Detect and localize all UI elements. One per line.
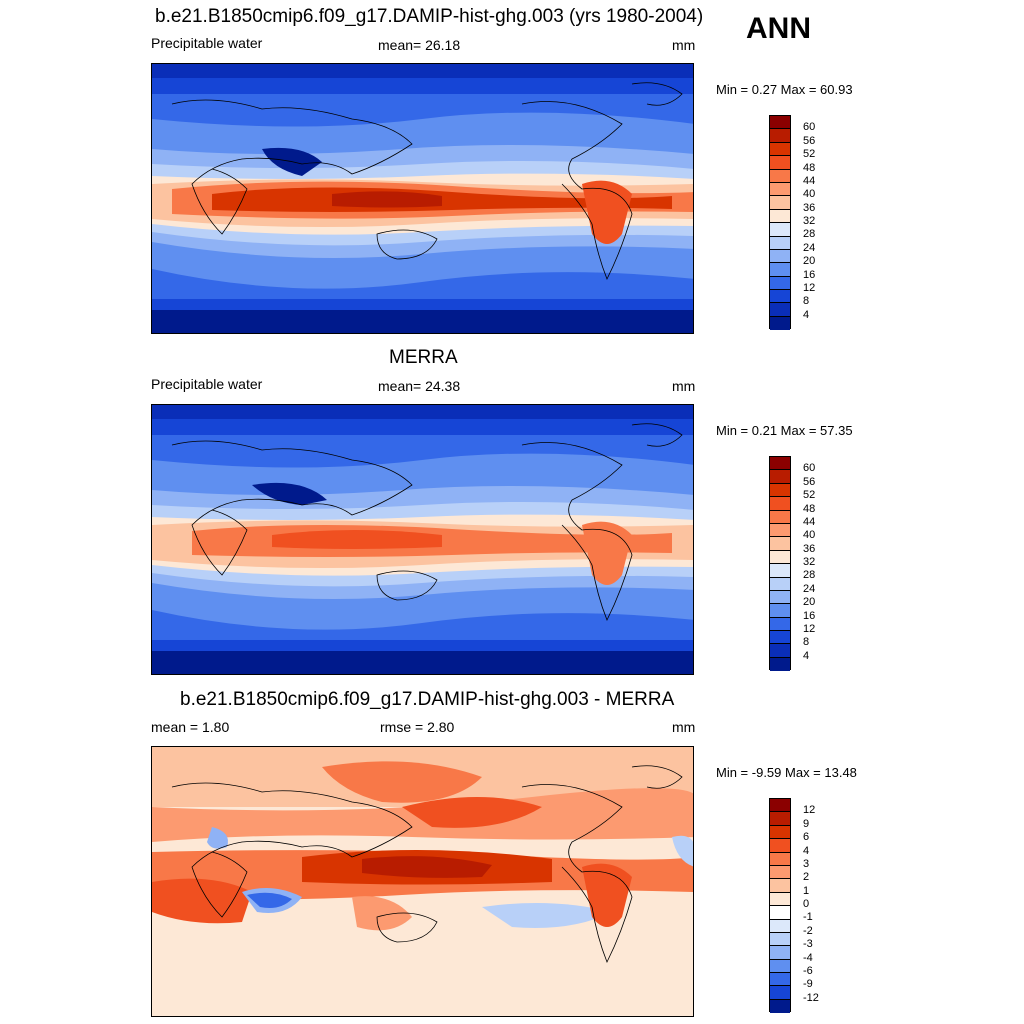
panel-2-colorbar-tick: 56 (803, 475, 816, 488)
panel-3-colorbar-tick: -2 (803, 924, 813, 937)
panel-2-map-field (152, 405, 693, 674)
panel-1-colorbar-tick: 32 (803, 215, 816, 227)
panel-2-colorbar-tick: 12 (803, 622, 816, 635)
panel-1-colorbar-tick: 24 (803, 241, 816, 254)
panel-3-colorbar-tick: 9 (803, 817, 810, 830)
panel-3-colorbar-tick: 4 (803, 844, 810, 857)
panel-1-colorbar-tick: 44 (803, 174, 816, 187)
panel-3-colorbar-tick: 3 (803, 857, 810, 870)
panel-1-colorbar-tick: 20 (803, 255, 816, 268)
panel-2-colorbar-tick: 52 (803, 489, 816, 502)
panel-2-colorbar-tick: 20 (803, 596, 816, 609)
panel-1-map (151, 63, 694, 334)
panel-3-minmax: Min = -9.59 Max = 13.48 (716, 765, 857, 780)
panel-1-colorbar-tick: 36 (803, 201, 816, 214)
panel-2-colorbar-tick: 16 (803, 609, 816, 622)
panel-3-colorbar-tick: -4 (803, 951, 813, 964)
panel-1-units: mm (672, 37, 696, 53)
panel-3-colorbar-tick: -3 (803, 938, 813, 951)
panel-2-mean-label: mean= 24.38 (378, 378, 461, 394)
panel-1-variable-label: Precipitable water (151, 35, 263, 51)
panel-3-map (151, 746, 694, 1017)
panel-3-colorbar-tick: -9 (803, 978, 813, 991)
panel-1-colorbar-tick: 40 (803, 188, 816, 201)
panel-1-mean-label: mean= 26.18 (378, 37, 461, 53)
panel-3-colorbar-tick: -12 (803, 991, 819, 1004)
panel-2-title: MERRA (389, 347, 458, 368)
panel-1-colorbar-tick: 8 (803, 295, 810, 308)
panel-2-map (151, 404, 694, 675)
panel-2-colorbar-tick: 4 (803, 649, 810, 662)
panel-3-colorbar-tick: 6 (803, 831, 810, 844)
panel-2-units: mm (672, 378, 696, 394)
panel-1-colorbar-tick: 56 (803, 134, 816, 147)
panel-1-colorbar-tick: 28 (803, 228, 816, 241)
panel-2-colorbar-tick: 48 (803, 502, 816, 515)
panel-1-minmax: Min = 0.27 Max = 60.93 (716, 82, 853, 97)
panel-2-colorbar (769, 456, 791, 672)
panel-1-map-field (152, 64, 693, 333)
season-label: ANN (746, 12, 811, 45)
panel-3-map-field (152, 747, 693, 1016)
panel-2-colorbar-tick: 40 (803, 529, 816, 542)
panel-2-colorbar-tick: 32 (803, 556, 816, 568)
panel-1-colorbar-tick: 16 (803, 268, 816, 281)
panel-3-colorbar-tick: -1 (803, 911, 813, 924)
panel-3-rmse-label: rmse = 2.80 (380, 719, 455, 735)
panel-2-colorbar-tick: 60 (803, 462, 816, 475)
panel-2-colorbar-tick: 36 (803, 542, 816, 555)
panel-3-mean-label: mean = 1.80 (151, 719, 230, 735)
panel-1-colorbar-tick: 60 (803, 121, 816, 134)
panel-3-colorbar-tick: 0 (803, 898, 810, 910)
panel-1-colorbar-tick: 52 (803, 148, 816, 161)
panel-2-colorbar-tick: 8 (803, 636, 810, 649)
panel-2-variable-label: Precipitable water (151, 376, 263, 392)
panel-1-colorbar (769, 115, 791, 331)
panel-1-colorbar-tick: 12 (803, 281, 816, 294)
panel-3-colorbar-tick: -6 (803, 964, 813, 977)
panel-3-colorbar-tick: 1 (803, 884, 810, 897)
panel-1-colorbar-tick: 48 (803, 161, 816, 174)
panel-2-colorbar-tick: 28 (803, 569, 816, 582)
panel-3-colorbar-tick: 12 (803, 804, 816, 817)
panel-3-colorbar (769, 798, 791, 1014)
panel-1-title: b.e21.B1850cmip6.f09_g17.DAMIP-hist-ghg.… (155, 6, 704, 27)
panel-3-units: mm (672, 719, 696, 735)
panel-2-colorbar-tick: 44 (803, 515, 816, 528)
panel-3-title: b.e21.B1850cmip6.f09_g17.DAMIP-hist-ghg.… (180, 689, 675, 710)
panel-1-colorbar-tick: 4 (803, 308, 810, 321)
panel-2-colorbar-tick: 24 (803, 582, 816, 595)
panel-2-minmax: Min = 0.21 Max = 57.35 (716, 423, 853, 438)
panel-3-colorbar-tick: 2 (803, 871, 810, 884)
